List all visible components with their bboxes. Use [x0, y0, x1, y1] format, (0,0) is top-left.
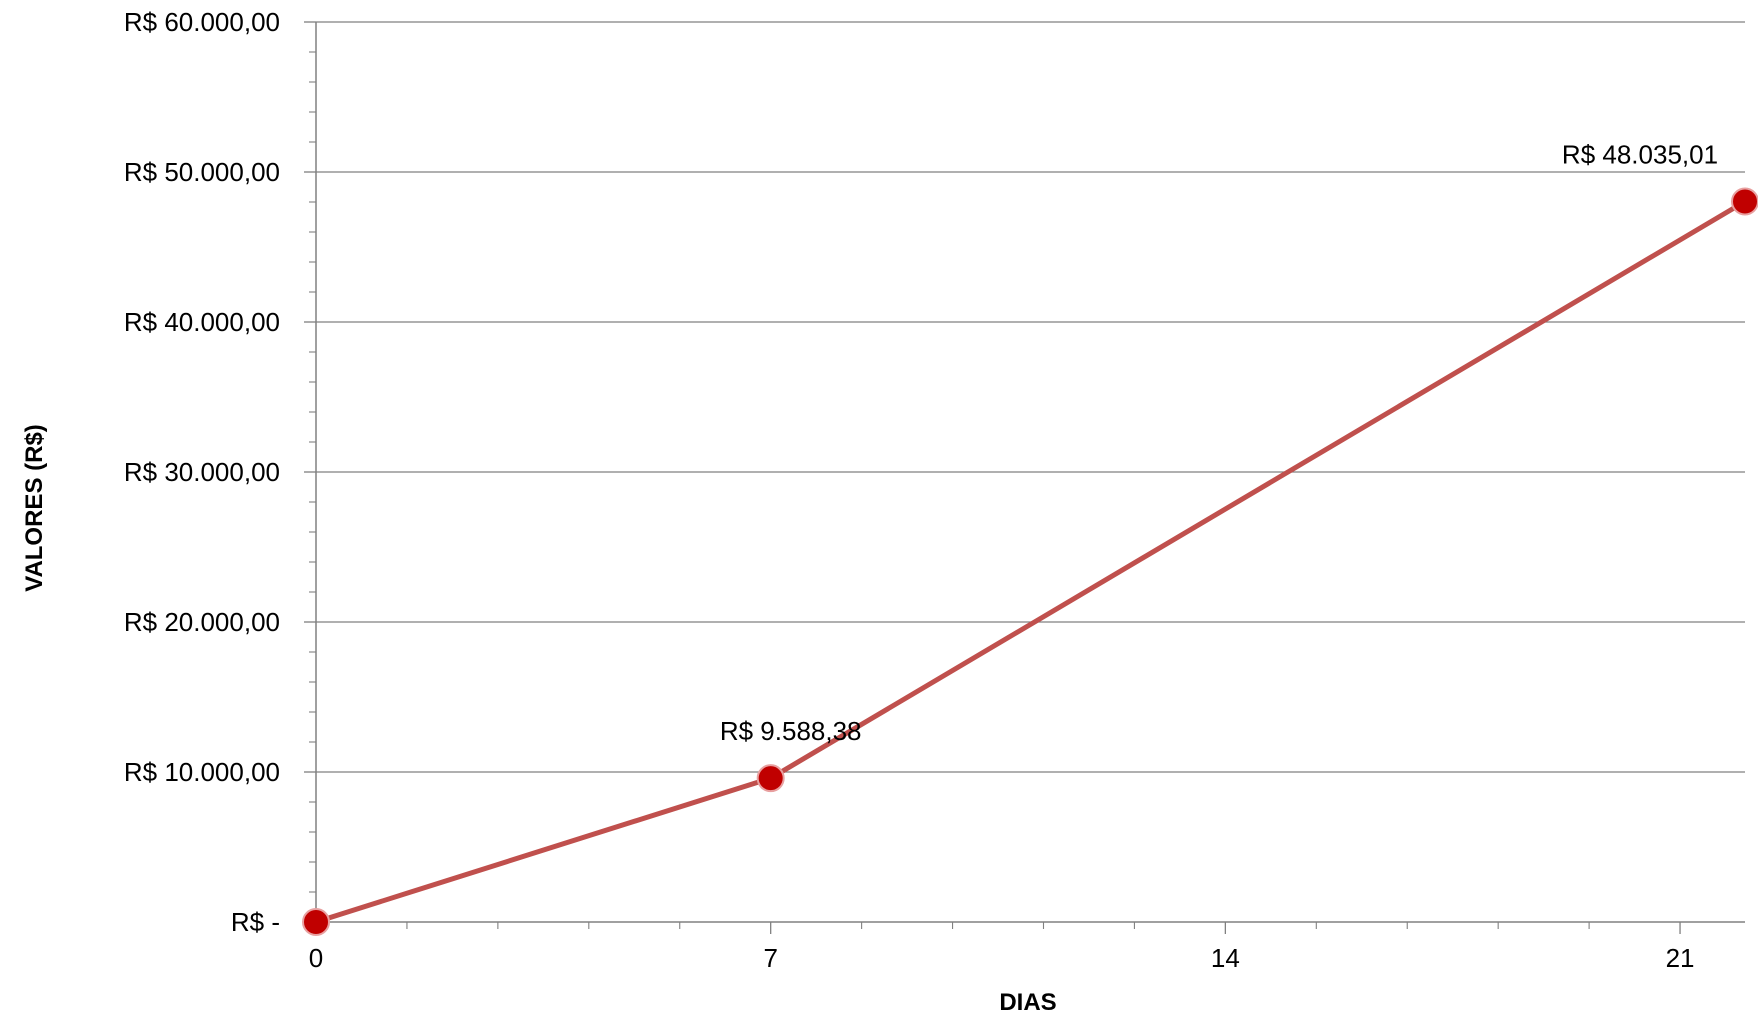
y-tick-label: R$ 30.000,00 — [124, 457, 280, 487]
y-tick-label: R$ 10.000,00 — [124, 757, 280, 787]
y-tick-label: R$ 40.000,00 — [124, 307, 280, 337]
data-label: R$ 48.035,01 — [1562, 139, 1718, 169]
y-axis-title: VALORES (R$) — [21, 424, 48, 592]
y-tick-label: R$ 20.000,00 — [124, 607, 280, 637]
series — [302, 187, 1758, 936]
data-labels: R$ 9.588,38 R$ 48.035,01 — [720, 139, 1718, 746]
y-tick-label: R$ 60.000,00 — [124, 7, 280, 37]
x-tick-label: 14 — [1211, 943, 1240, 973]
x-axis-title: DIAS — [999, 989, 1056, 1016]
gridlines — [316, 21, 1745, 773]
data-point — [302, 908, 330, 936]
x-tick-label: 21 — [1666, 943, 1695, 973]
tick-labels: R$ - R$ 10.000,00 R$ 20.000,00 R$ 30.000,00… — [124, 7, 1695, 973]
data-point — [1731, 187, 1758, 216]
series-line — [313, 198, 1748, 925]
axes — [304, 21, 1745, 934]
x-tick-label: 0 — [309, 943, 323, 973]
data-point — [756, 764, 785, 793]
y-tick-label: R$ - — [231, 907, 280, 937]
axis-titles: DIAS VALORES (R$) — [21, 424, 1057, 1016]
y-tick-label: R$ 50.000,00 — [124, 157, 280, 187]
data-label: R$ 9.588,38 — [720, 716, 862, 746]
x-tick-label: 7 — [763, 943, 777, 973]
